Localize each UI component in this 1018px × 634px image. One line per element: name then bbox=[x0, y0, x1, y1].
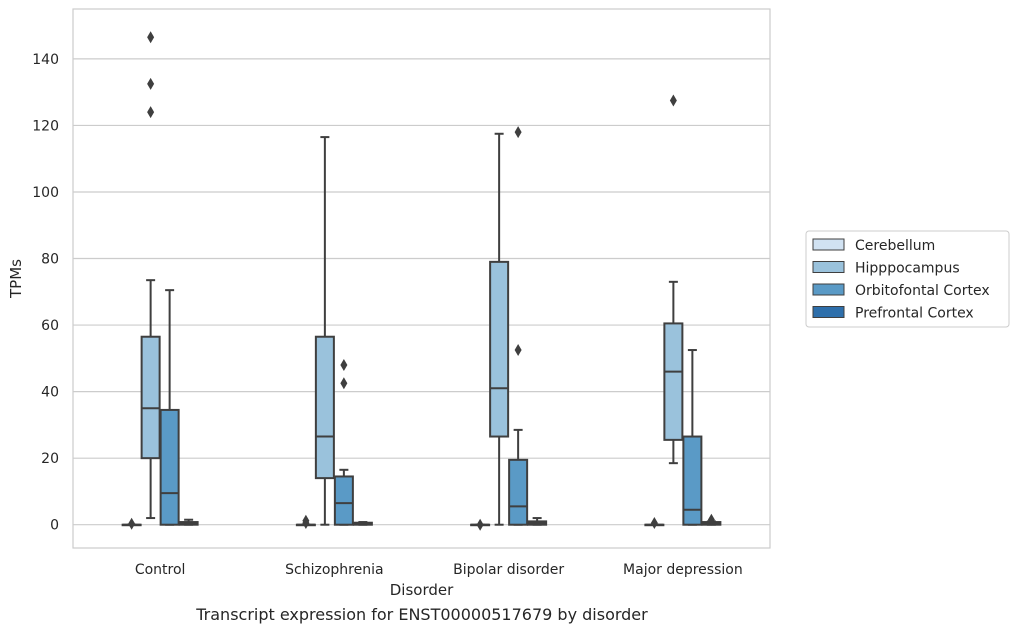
outlier-point bbox=[476, 518, 484, 531]
box-orbitofontal-cortex bbox=[682, 349, 703, 526]
box-orbitofontal-cortex bbox=[159, 289, 180, 526]
box-iqr bbox=[508, 458, 529, 526]
box-cerebellum bbox=[644, 517, 665, 530]
box-cerebellum bbox=[295, 514, 316, 530]
box-prefrontal-cortex bbox=[352, 521, 373, 526]
outlier-point bbox=[650, 517, 658, 530]
outlier-point bbox=[514, 126, 522, 139]
box-prefrontal-cortex bbox=[178, 518, 199, 526]
outlier-point bbox=[147, 106, 155, 119]
y-tick-label: 40 bbox=[41, 385, 59, 401]
box-groups bbox=[121, 31, 722, 531]
legend-swatch bbox=[812, 306, 845, 318]
box-iqr bbox=[663, 322, 684, 441]
box-hipppocampus bbox=[489, 132, 510, 526]
x-tick-label: Major depression bbox=[623, 562, 743, 578]
x-tick-label: Schizophrenia bbox=[285, 562, 383, 578]
outlier-point bbox=[147, 31, 155, 44]
box-iqr bbox=[333, 475, 354, 526]
legend-label: Orbitofontal Cortex bbox=[855, 283, 990, 299]
outlier-point bbox=[147, 77, 155, 90]
outlier-point bbox=[707, 513, 715, 526]
outlier-point bbox=[128, 517, 136, 530]
x-tick-label: Bipolar disorder bbox=[453, 562, 564, 578]
box-iqr bbox=[159, 408, 180, 526]
legend-swatch bbox=[812, 238, 845, 251]
box-cerebellum bbox=[121, 517, 142, 530]
box-orbitofontal-cortex bbox=[333, 359, 354, 526]
legend-label: Cerebellum bbox=[855, 238, 935, 254]
box-prefrontal-cortex bbox=[527, 517, 548, 526]
plot-area bbox=[72, 8, 771, 549]
y-tick-label: 100 bbox=[32, 185, 59, 201]
legend-label: Hipppocampus bbox=[855, 261, 960, 277]
legend-swatch bbox=[812, 283, 845, 296]
outlier-point bbox=[340, 377, 348, 390]
y-tick-label: 120 bbox=[32, 118, 59, 134]
y-tick-label: 80 bbox=[41, 252, 59, 268]
axis-ticks: 0 20 40 60 80 100 120 140 Control Schizophrenia Bi… bbox=[32, 52, 742, 578]
legend-label: Prefrontal Cortex bbox=[855, 306, 974, 322]
y-tick-label: 0 bbox=[50, 518, 59, 534]
outlier-point bbox=[302, 514, 310, 527]
box-hipppocampus bbox=[314, 136, 335, 526]
box-iqr bbox=[489, 260, 510, 438]
grid-lines bbox=[73, 58, 770, 526]
y-tick-label: 140 bbox=[32, 52, 59, 68]
x-axis-label: Disorder bbox=[390, 581, 454, 599]
x-tick-label: Control bbox=[135, 562, 186, 578]
box-iqr bbox=[140, 335, 161, 460]
y-axis-label: TPMs bbox=[7, 259, 25, 299]
box-orbitofontal-cortex bbox=[508, 126, 529, 526]
figure-caption: Transcript expression for ENST0000051767… bbox=[196, 605, 648, 624]
outlier-point bbox=[514, 344, 522, 357]
box-iqr bbox=[314, 335, 335, 480]
y-tick-label: 60 bbox=[41, 318, 59, 334]
outlier-point bbox=[340, 359, 348, 372]
box-hipppocampus bbox=[663, 94, 684, 465]
box-iqr bbox=[682, 435, 703, 526]
box-hipppocampus bbox=[140, 31, 161, 520]
legend: Cerebellum Hipppocampus Orbitofontal Corte… bbox=[805, 230, 1010, 328]
legend-frame bbox=[805, 230, 1010, 328]
outlier-point bbox=[669, 94, 677, 107]
box-prefrontal-cortex bbox=[701, 513, 722, 526]
legend-swatch bbox=[812, 261, 845, 273]
box-cerebellum bbox=[470, 518, 491, 531]
y-tick-label: 20 bbox=[41, 451, 59, 467]
